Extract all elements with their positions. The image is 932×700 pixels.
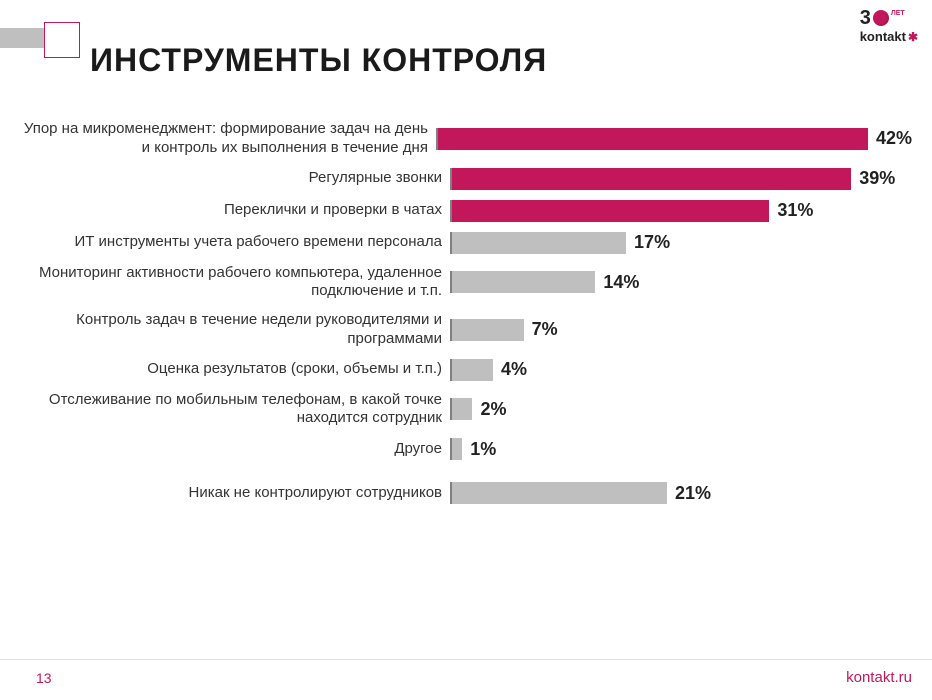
bar-track: 39% [450, 168, 912, 190]
bar-value: 2% [480, 399, 506, 420]
chart-row: Переклички и проверки в чатах 31% [20, 200, 912, 222]
bar-fill [452, 319, 524, 341]
bar-value: 14% [603, 272, 639, 293]
chart-row: Регулярные звонки 39% [20, 168, 912, 190]
bar-value: 7% [532, 319, 558, 340]
footer-divider [0, 659, 932, 660]
bar-value: 31% [777, 200, 813, 221]
bar-label: Оценка результатов (сроки, объемы и т.п.… [20, 360, 450, 379]
bar-fill [452, 359, 493, 381]
page-number: 13 [36, 670, 52, 686]
bar-value: 17% [634, 232, 670, 253]
bar-track: 42% [436, 128, 912, 150]
bar-fill [452, 482, 667, 504]
header-stripe [0, 28, 45, 48]
bar-label: ИТ инструменты учета рабочего времени пе… [20, 233, 450, 252]
bar-label: Регулярные звонки [20, 169, 450, 188]
bar-label: Никак не контролируют сотрудников [20, 484, 450, 503]
logo-number: 3 [860, 8, 871, 28]
chart-row: Контроль задач в течение недели руководи… [20, 311, 912, 349]
bar-track: 7% [450, 319, 912, 341]
chart-row: Отслеживание по мобильным телефонам, в к… [20, 391, 912, 429]
bar-value: 1% [470, 439, 496, 460]
bar-track: 17% [450, 232, 912, 254]
logo-brand-text: kontakt [860, 30, 906, 43]
bar-track: 4% [450, 359, 912, 381]
logo-badge: ЛЕТ [891, 10, 905, 17]
footer-url: kontakt.ru [846, 669, 912, 686]
globe-icon [873, 10, 889, 26]
chart-row: ИТ инструменты учета рабочего времени пе… [20, 232, 912, 254]
brand-logo: 3 ЛЕТ kontakt ✱ [860, 8, 918, 43]
bar-track: 21% [450, 482, 912, 504]
bar-fill [452, 168, 851, 190]
bar-value: 42% [876, 128, 912, 149]
bar-fill [452, 438, 462, 460]
page-title: ИНСТРУМЕНТЫ КОНТРОЛЯ [90, 42, 547, 79]
bar-fill [452, 271, 595, 293]
bar-track: 2% [450, 398, 912, 420]
bar-label: Упор на микроменеджмент: формирование за… [20, 120, 436, 158]
bar-track: 14% [450, 271, 912, 293]
bar-fill [438, 128, 868, 150]
bar-value: 21% [675, 483, 711, 504]
bar-value: 39% [859, 168, 895, 189]
spark-icon: ✱ [908, 31, 918, 43]
bar-fill [452, 200, 769, 222]
logo-top-row: 3 ЛЕТ [860, 8, 918, 28]
chart-row: Упор на микроменеджмент: формирование за… [20, 120, 912, 158]
header-accent-box [44, 22, 80, 58]
bar-value: 4% [501, 359, 527, 380]
bar-label: Отслеживание по мобильным телефонам, в к… [20, 391, 450, 429]
chart-row: Мониторинг активности рабочего компьютер… [20, 264, 912, 302]
bar-fill [452, 232, 626, 254]
bar-label: Другое [20, 440, 450, 459]
bar-fill [452, 398, 472, 420]
logo-bottom-row: kontakt ✱ [860, 30, 918, 43]
bar-track: 31% [450, 200, 912, 222]
bar-track: 1% [450, 438, 912, 460]
chart-row: Оценка результатов (сроки, объемы и т.п.… [20, 359, 912, 381]
chart-row: Другое 1% [20, 438, 912, 460]
bar-label: Мониторинг активности рабочего компьютер… [20, 264, 450, 302]
bar-chart: Упор на микроменеджмент: формирование за… [20, 120, 912, 514]
chart-row: Никак не контролируют сотрудников 21% [20, 482, 912, 504]
bar-label: Переклички и проверки в чатах [20, 201, 450, 220]
bar-label: Контроль задач в течение недели руководи… [20, 311, 450, 349]
